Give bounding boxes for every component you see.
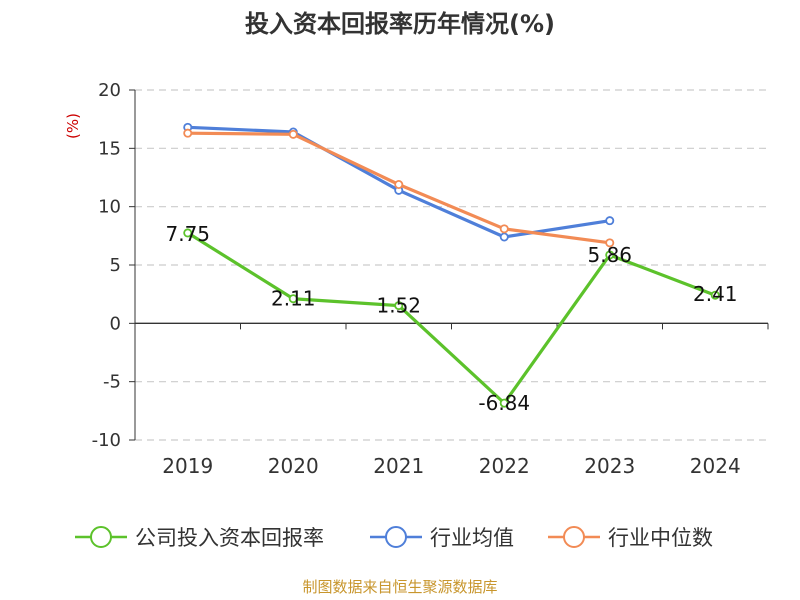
data-point	[499, 232, 509, 242]
legend-label: 行业中位数	[608, 526, 713, 550]
grid	[135, 89, 768, 441]
series-2	[183, 128, 615, 248]
legend-item-2: 行业中位数	[548, 526, 713, 550]
x-tick-label: 2021	[373, 454, 424, 478]
x-tick-label: 2023	[584, 454, 635, 478]
legend-swatch-marker	[90, 526, 112, 548]
x-tick-label: 2020	[268, 454, 319, 478]
axes: 20 15 10 5 0 -5 -10 2019 2020 2021 2022 2023 2024	[92, 80, 769, 478]
data-label: 1.52	[376, 294, 421, 318]
data-point	[710, 290, 720, 300]
series-0	[183, 228, 720, 408]
chart-title: 投入资本回报率历年情况(%)	[245, 10, 555, 38]
legend-label: 公司投入资本回报率	[135, 526, 324, 550]
y-tick-label: 10	[98, 197, 121, 218]
y-tick-label: 20	[98, 80, 121, 101]
data-point	[499, 224, 509, 234]
data-label: 5.86	[587, 243, 632, 267]
data-label: 2.11	[271, 287, 316, 311]
y-tick-label: 15	[98, 138, 121, 159]
data-label: 7.75	[165, 222, 210, 246]
x-tick-label: 2022	[479, 454, 530, 478]
data-point	[499, 398, 509, 408]
legend-item-0: 公司投入资本回报率	[75, 526, 324, 550]
legend-label: 行业均值	[430, 526, 514, 550]
y-tick-label: 5	[110, 255, 121, 276]
x-tick-label: 2024	[690, 454, 741, 478]
data-label: 2.41	[693, 282, 738, 306]
data-label: -6.84	[478, 391, 530, 415]
data-point	[288, 129, 298, 139]
data-labels: 7.75 2.11 1.52 -6.84 5.86 2.41	[165, 222, 737, 415]
y-tick-label: 0	[110, 313, 121, 334]
series-line	[186, 231, 716, 405]
data-point	[605, 216, 615, 226]
data-point	[183, 128, 193, 138]
data-point	[394, 179, 404, 189]
legend-swatch-marker	[385, 526, 407, 548]
y-tick-label: -5	[103, 372, 121, 393]
legend: 公司投入资本回报率 行业均值 行业中位数	[75, 526, 713, 550]
series-layer	[183, 122, 720, 408]
legend-swatch-marker	[563, 526, 585, 548]
data-point	[394, 301, 404, 311]
data-point	[605, 238, 615, 248]
x-tick-label: 2019	[162, 454, 213, 478]
data-point	[183, 228, 193, 238]
y-tick-label: -10	[92, 430, 121, 451]
source-note: 制图数据来自恒生聚源数据库	[302, 578, 497, 596]
legend-item-1: 行业均值	[370, 526, 514, 550]
data-point	[605, 250, 615, 260]
data-point	[288, 294, 298, 304]
y-axis-unit: (%)	[64, 113, 82, 139]
